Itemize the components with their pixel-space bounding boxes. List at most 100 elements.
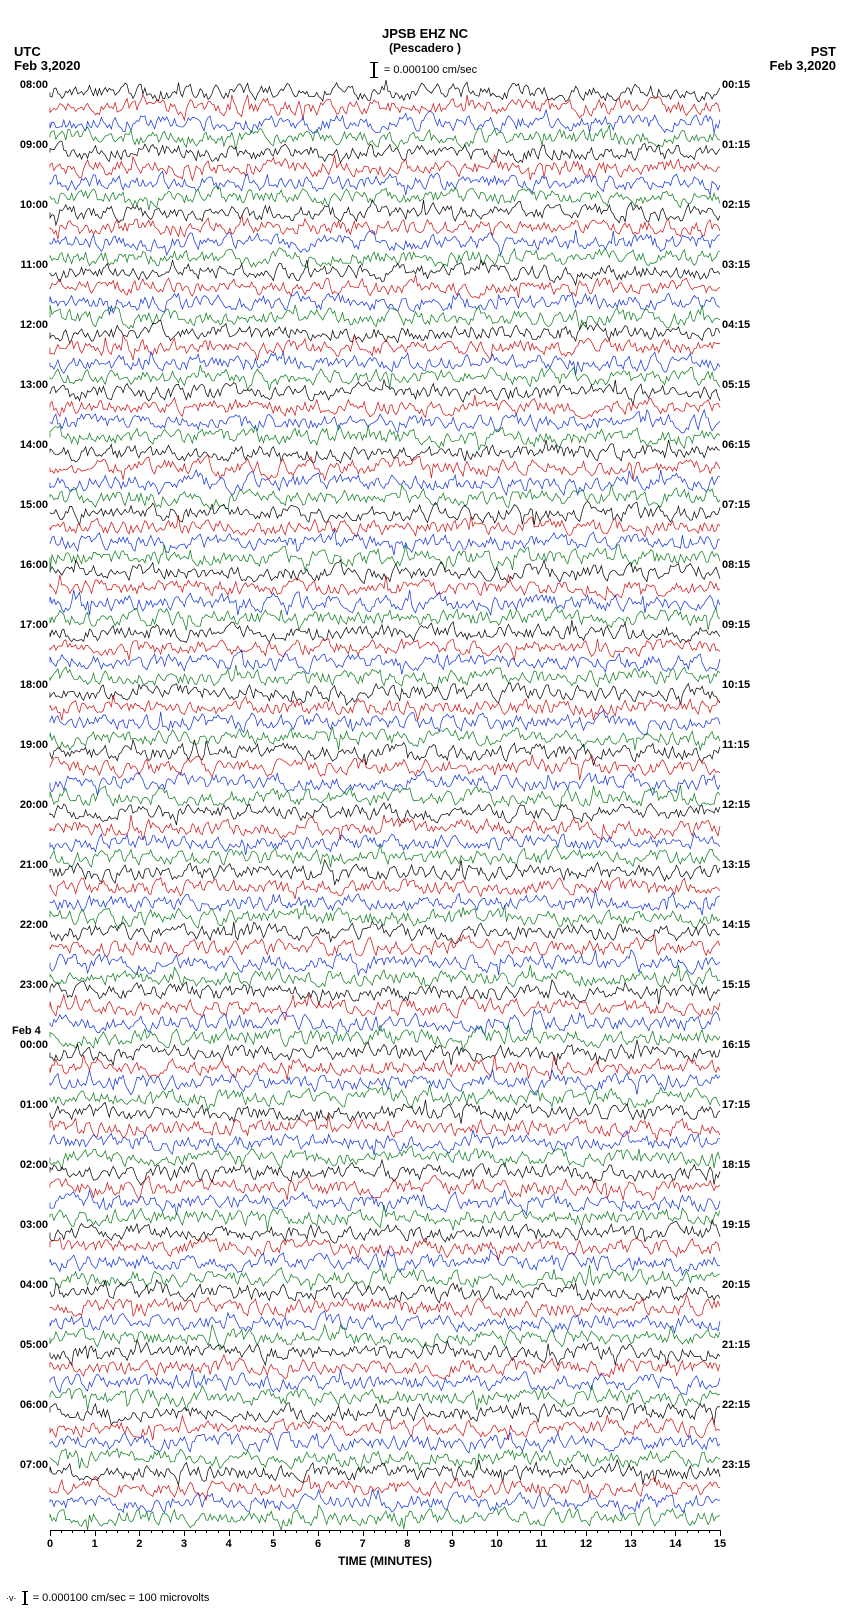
x-axis-title: TIME (MINUTES)	[50, 1554, 720, 1568]
x-tick-minor	[218, 1530, 219, 1533]
x-tick-label: 15	[714, 1538, 726, 1550]
x-tick	[184, 1530, 185, 1536]
x-tick-label: 8	[404, 1538, 410, 1550]
x-tick-minor	[72, 1530, 73, 1533]
utc-hour-labels: 08:0009:0010:0011:0012:0013:0014:0015:00…	[0, 85, 48, 1525]
utc-hour-label: 00:00	[0, 1040, 48, 1051]
pst-hour-label: 20:15	[722, 1280, 782, 1291]
x-tick-label: 10	[491, 1538, 503, 1550]
utc-hour-label: 04:00	[0, 1280, 48, 1291]
pst-hour-label: 15:15	[722, 980, 782, 991]
pst-hour-label: 11:15	[722, 740, 782, 751]
pst-hour-label: 22:15	[722, 1400, 782, 1411]
x-tick-minor	[564, 1530, 565, 1533]
x-tick-minor	[553, 1530, 554, 1533]
utc-hour-label: 12:00	[0, 320, 48, 331]
utc-hour-label: 07:00	[0, 1460, 48, 1471]
trace-row	[50, 1510, 720, 1525]
x-tick-minor	[463, 1530, 464, 1533]
pst-hour-label: 14:15	[722, 920, 782, 931]
x-tick-minor	[441, 1530, 442, 1533]
utc-hour-label: 11:00	[0, 260, 48, 271]
pst-hour-label: 13:15	[722, 860, 782, 871]
utc-hour-label: 13:00	[0, 380, 48, 391]
x-tick-label: 11	[536, 1538, 548, 1550]
x-tick-minor	[285, 1530, 286, 1533]
x-tick-minor	[61, 1530, 62, 1533]
x-tick-minor	[151, 1530, 152, 1533]
x-tick-minor	[195, 1530, 196, 1533]
pst-hour-label: 08:15	[722, 560, 782, 571]
pst-hour-label: 10:15	[722, 680, 782, 691]
x-tick-minor	[575, 1530, 576, 1533]
footer-text: = 0.000100 cm/sec = 100 microvolts	[33, 1592, 210, 1604]
x-tick-minor	[486, 1530, 487, 1533]
x-tick-minor	[240, 1530, 241, 1533]
x-tick	[497, 1530, 498, 1536]
x-tick	[720, 1530, 721, 1536]
x-tick	[273, 1530, 274, 1536]
x-tick-minor	[687, 1530, 688, 1533]
utc-hour-label: 20:00	[0, 800, 48, 811]
x-tick	[541, 1530, 542, 1536]
pst-hour-label: 16:15	[722, 1040, 782, 1051]
pst-hour-label: 03:15	[722, 260, 782, 271]
pst-hour-label: 18:15	[722, 1160, 782, 1171]
x-tick	[586, 1530, 587, 1536]
timezone-left: UTC	[14, 44, 41, 59]
pst-hour-label: 04:15	[722, 320, 782, 331]
x-tick-minor	[698, 1530, 699, 1533]
utc-hour-label: 15:00	[0, 500, 48, 511]
x-tick	[318, 1530, 319, 1536]
utc-hour-label: 05:00	[0, 1340, 48, 1351]
date-right: Feb 3,2020	[770, 58, 837, 73]
x-tick-minor	[329, 1530, 330, 1533]
x-tick-label: 3	[181, 1538, 187, 1550]
pst-hour-label: 23:15	[722, 1460, 782, 1471]
x-tick-minor	[608, 1530, 609, 1533]
utc-hour-label: 16:00	[0, 560, 48, 571]
utc-hour-label: 06:00	[0, 1400, 48, 1411]
x-tick-label: 5	[270, 1538, 276, 1550]
x-tick-label: 12	[580, 1538, 592, 1550]
pst-hour-label: 12:15	[722, 800, 782, 811]
station-title: JPSB EHZ NC	[0, 26, 850, 41]
x-tick-minor	[396, 1530, 397, 1533]
pst-hour-label: 21:15	[722, 1340, 782, 1351]
x-tick-minor	[530, 1530, 531, 1533]
x-tick	[363, 1530, 364, 1536]
x-tick-label: 9	[449, 1538, 455, 1550]
utc-hour-label: 08:00	[0, 80, 48, 91]
x-tick-label: 13	[625, 1538, 637, 1550]
x-tick-minor	[206, 1530, 207, 1533]
x-tick-label: 4	[226, 1538, 232, 1550]
x-tick-minor	[307, 1530, 308, 1533]
pst-hour-label: 02:15	[722, 200, 782, 211]
utc-day-label: Feb 4	[12, 1025, 60, 1037]
x-tick-minor	[519, 1530, 520, 1533]
footer-bar-icon	[24, 1591, 26, 1605]
x-tick-label: 7	[360, 1538, 366, 1550]
x-tick-minor	[620, 1530, 621, 1533]
utc-hour-label: 21:00	[0, 860, 48, 871]
utc-hour-label: 19:00	[0, 740, 48, 751]
x-tick-minor	[117, 1530, 118, 1533]
x-tick-minor	[653, 1530, 654, 1533]
x-tick-minor	[508, 1530, 509, 1533]
x-tick-minor	[664, 1530, 665, 1533]
x-tick-minor	[709, 1530, 710, 1533]
pst-hour-label: 07:15	[722, 500, 782, 511]
utc-hour-label: 03:00	[0, 1220, 48, 1231]
utc-hour-label: 10:00	[0, 200, 48, 211]
x-tick-minor	[262, 1530, 263, 1533]
utc-hour-label: 14:00	[0, 440, 48, 451]
pst-hour-label: 01:15	[722, 140, 782, 151]
utc-hour-label: 22:00	[0, 920, 48, 931]
scale-legend: = 0.000100 cm/sec	[0, 62, 850, 78]
pst-hour-label: 19:15	[722, 1220, 782, 1231]
utc-hour-label: 02:00	[0, 1160, 48, 1171]
x-tick-minor	[597, 1530, 598, 1533]
date-left: Feb 3,2020	[14, 58, 81, 73]
x-tick-minor	[474, 1530, 475, 1533]
x-tick	[229, 1530, 230, 1536]
